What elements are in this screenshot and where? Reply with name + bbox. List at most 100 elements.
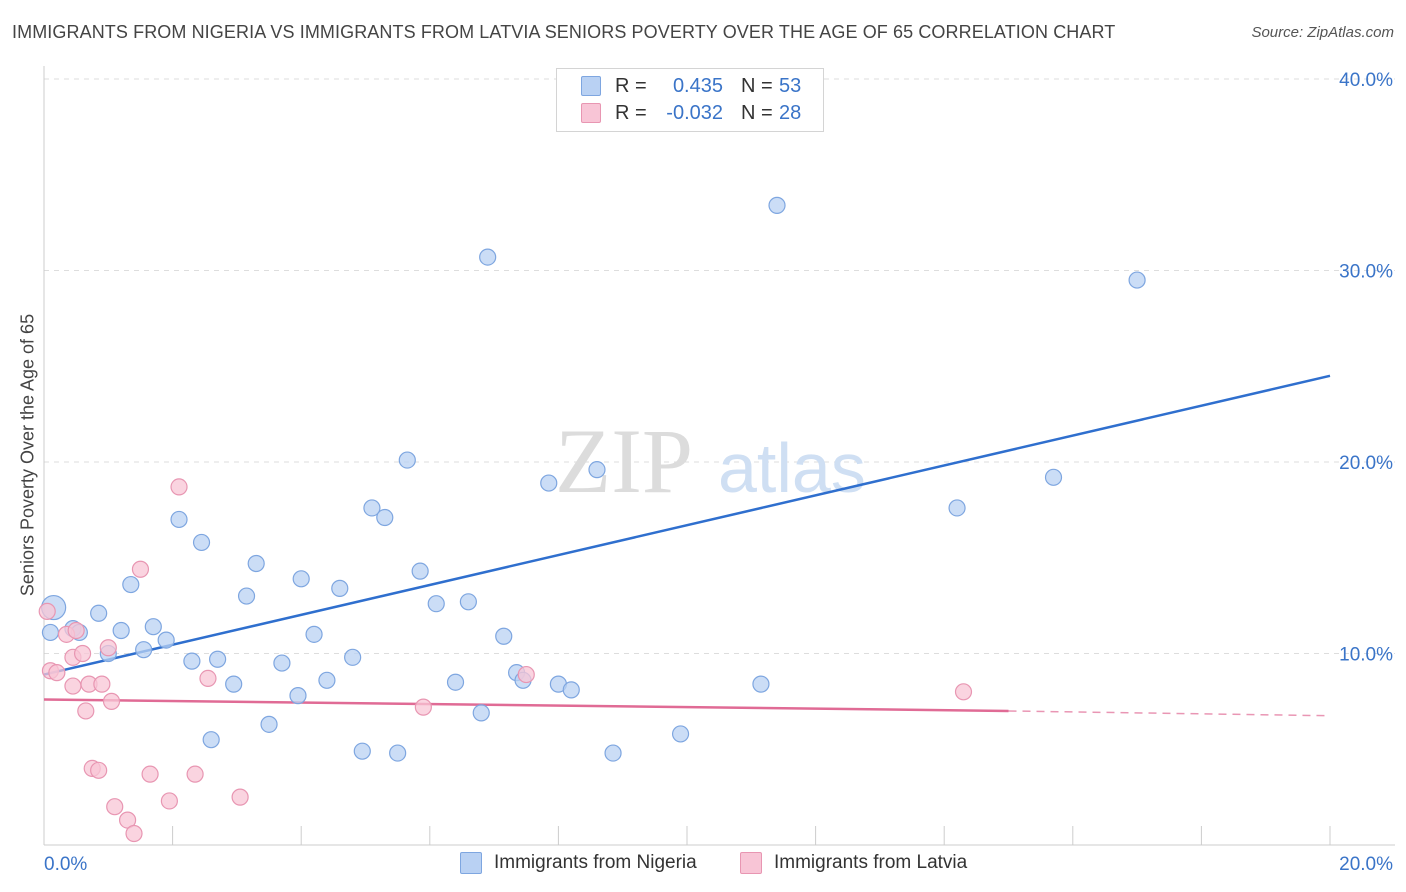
point-latvia bbox=[93, 675, 111, 693]
trend-layer bbox=[43, 374, 1331, 717]
legend-n-value-latvia: 28 bbox=[779, 101, 802, 124]
point-nigeria bbox=[459, 593, 477, 611]
point-latvia bbox=[67, 621, 85, 640]
legend-swatch-nigeria bbox=[581, 76, 601, 96]
point-nigeria bbox=[183, 652, 201, 670]
point-nigeria bbox=[562, 681, 580, 699]
trendline-nigeria bbox=[43, 374, 1331, 676]
legend-swatch-latvia bbox=[581, 103, 601, 123]
point-nigeria bbox=[144, 618, 162, 636]
point-latvia bbox=[517, 665, 535, 684]
point-nigeria bbox=[289, 687, 307, 705]
y-tick-label: 40.0% bbox=[1339, 70, 1393, 91]
point-nigeria bbox=[353, 742, 371, 760]
point-nigeria bbox=[192, 533, 211, 552]
point-latvia bbox=[131, 560, 150, 578]
point-nigeria bbox=[209, 650, 227, 668]
point-latvia bbox=[160, 792, 178, 810]
legend-n-label: N = bbox=[741, 101, 773, 124]
chart-title: IMMIGRANTS FROM NIGERIA VS IMMIGRANTS FR… bbox=[12, 22, 1116, 42]
y-axis-label: Seniors Poverty Over the Age of 65 bbox=[17, 313, 38, 597]
point-latvia bbox=[48, 664, 66, 682]
bottom-legend-swatch-latvia bbox=[740, 852, 762, 874]
legend-r-label: R = bbox=[615, 74, 647, 97]
legend-row-latvia: R = -0.032 N = 28 bbox=[581, 101, 801, 125]
point-nigeria bbox=[604, 744, 622, 762]
point-nigeria bbox=[90, 604, 108, 622]
point-nigeria bbox=[41, 623, 60, 642]
point-nigeria bbox=[202, 731, 220, 749]
watermark: ZIP atlas bbox=[555, 410, 866, 512]
point-nigeria bbox=[671, 725, 690, 743]
point-nigeria bbox=[344, 648, 362, 666]
legend-n-value-nigeria: 53 bbox=[779, 74, 802, 97]
point-nigeria bbox=[472, 704, 490, 722]
point-nigeria bbox=[122, 575, 140, 594]
point-nigeria bbox=[479, 248, 497, 266]
point-latvia bbox=[231, 788, 249, 806]
point-nigeria bbox=[411, 562, 429, 580]
correlation-legend: R = 0.435 N = 53 R = -0.032 N = 28 bbox=[556, 68, 824, 132]
point-nigeria bbox=[260, 715, 278, 733]
legend-n-label: N = bbox=[741, 74, 773, 97]
point-latvia bbox=[414, 698, 432, 716]
point-nigeria bbox=[376, 508, 394, 527]
bottom-legend-label-nigeria: Immigrants from Nigeria bbox=[494, 852, 697, 873]
trendline-extension-latvia bbox=[1008, 710, 1331, 717]
point-nigeria bbox=[135, 641, 153, 659]
point-nigeria bbox=[495, 627, 513, 645]
point-latvia bbox=[99, 639, 117, 657]
grid-layer bbox=[44, 78, 1395, 654]
y-tick-label: 20.0% bbox=[1339, 453, 1393, 474]
point-latvia bbox=[170, 478, 188, 496]
watermark-zip: ZIP bbox=[555, 410, 693, 512]
point-latvia bbox=[73, 644, 92, 663]
point-nigeria bbox=[768, 196, 786, 214]
point-latvia bbox=[64, 677, 82, 695]
trendline-latvia bbox=[43, 698, 1009, 713]
point-nigeria bbox=[225, 675, 243, 693]
x-tick-label: 0.0% bbox=[44, 854, 87, 875]
source-label: Source: ZipAtlas.com bbox=[1251, 24, 1394, 41]
point-nigeria bbox=[331, 579, 349, 597]
point-nigeria bbox=[112, 621, 130, 640]
point-latvia bbox=[106, 798, 124, 816]
point-nigeria bbox=[446, 673, 465, 691]
bottom-legend-label-latvia: Immigrants from Latvia bbox=[774, 852, 968, 873]
point-latvia bbox=[90, 761, 108, 779]
point-nigeria bbox=[237, 587, 256, 605]
legend-r-label: R = bbox=[615, 101, 647, 124]
point-latvia bbox=[199, 669, 217, 687]
point-latvia bbox=[38, 602, 56, 620]
point-latvia bbox=[141, 765, 159, 783]
x-tick-label: 20.0% bbox=[1339, 854, 1393, 875]
point-nigeria bbox=[292, 570, 310, 588]
point-latvia bbox=[125, 824, 143, 843]
bottom-legend-nigeria: Immigrants from Nigeria bbox=[460, 852, 697, 874]
point-nigeria bbox=[540, 474, 558, 492]
point-latvia bbox=[186, 765, 204, 783]
point-nigeria bbox=[157, 631, 175, 649]
tick-label-layer: 10.0% 20.0% 30.0% 40.0% 0.0% 20.0% bbox=[44, 70, 1393, 875]
y-tick-label: 30.0% bbox=[1339, 262, 1393, 283]
point-nigeria bbox=[389, 744, 407, 762]
point-nigeria bbox=[1128, 271, 1146, 289]
point-latvia bbox=[954, 683, 973, 701]
point-nigeria bbox=[1044, 468, 1063, 486]
watermark-atlas: atlas bbox=[718, 429, 866, 507]
axis-layer bbox=[43, 66, 1395, 846]
legend-row-nigeria: R = 0.435 N = 53 bbox=[581, 74, 801, 98]
point-nigeria bbox=[170, 510, 188, 529]
point-nigeria bbox=[752, 675, 770, 693]
bottom-legend-latvia: Immigrants from Latvia bbox=[740, 852, 967, 874]
bottom-legend-swatch-nigeria bbox=[460, 852, 482, 874]
legend-r-value-latvia: -0.032 bbox=[666, 101, 723, 124]
point-nigeria bbox=[273, 654, 291, 672]
point-nigeria bbox=[588, 461, 606, 479]
y-tick-label: 10.0% bbox=[1339, 645, 1393, 666]
point-latvia bbox=[77, 702, 95, 720]
point-nigeria bbox=[948, 499, 966, 517]
point-nigeria bbox=[427, 595, 445, 613]
points-layer bbox=[38, 97, 1146, 843]
